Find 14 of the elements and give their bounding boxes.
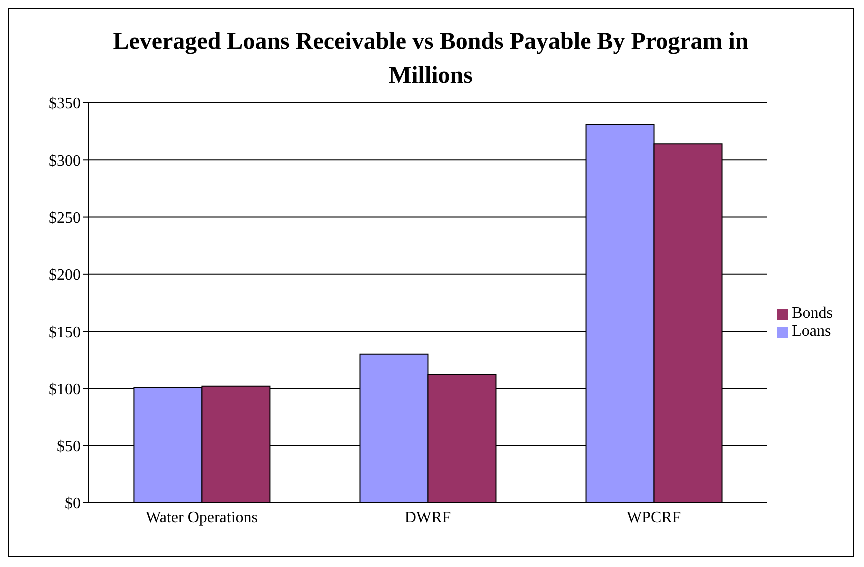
y-tick-label: $0 — [65, 496, 81, 513]
y-tick-label: $300 — [49, 152, 81, 170]
chart-title: Leveraged Loans Receivable vs Bonds Payable By Program in Millions — [112, 28, 750, 91]
legend-label: Loans — [792, 323, 832, 340]
y-tick-label: $150 — [49, 324, 81, 342]
y-tick-label: $200 — [49, 267, 81, 284]
y-tick-label: $50 — [57, 438, 81, 456]
x-tick-label: WPCRF — [626, 509, 682, 526]
y-tick-label: $100 — [49, 381, 81, 398]
y-tick-label: $250 — [49, 210, 81, 227]
legend-label: Bonds — [792, 305, 833, 322]
x-tick-label: Water Operations — [146, 509, 258, 526]
x-tick-label: DWRF — [404, 509, 452, 526]
y-tick-label: $350 — [49, 96, 81, 113]
